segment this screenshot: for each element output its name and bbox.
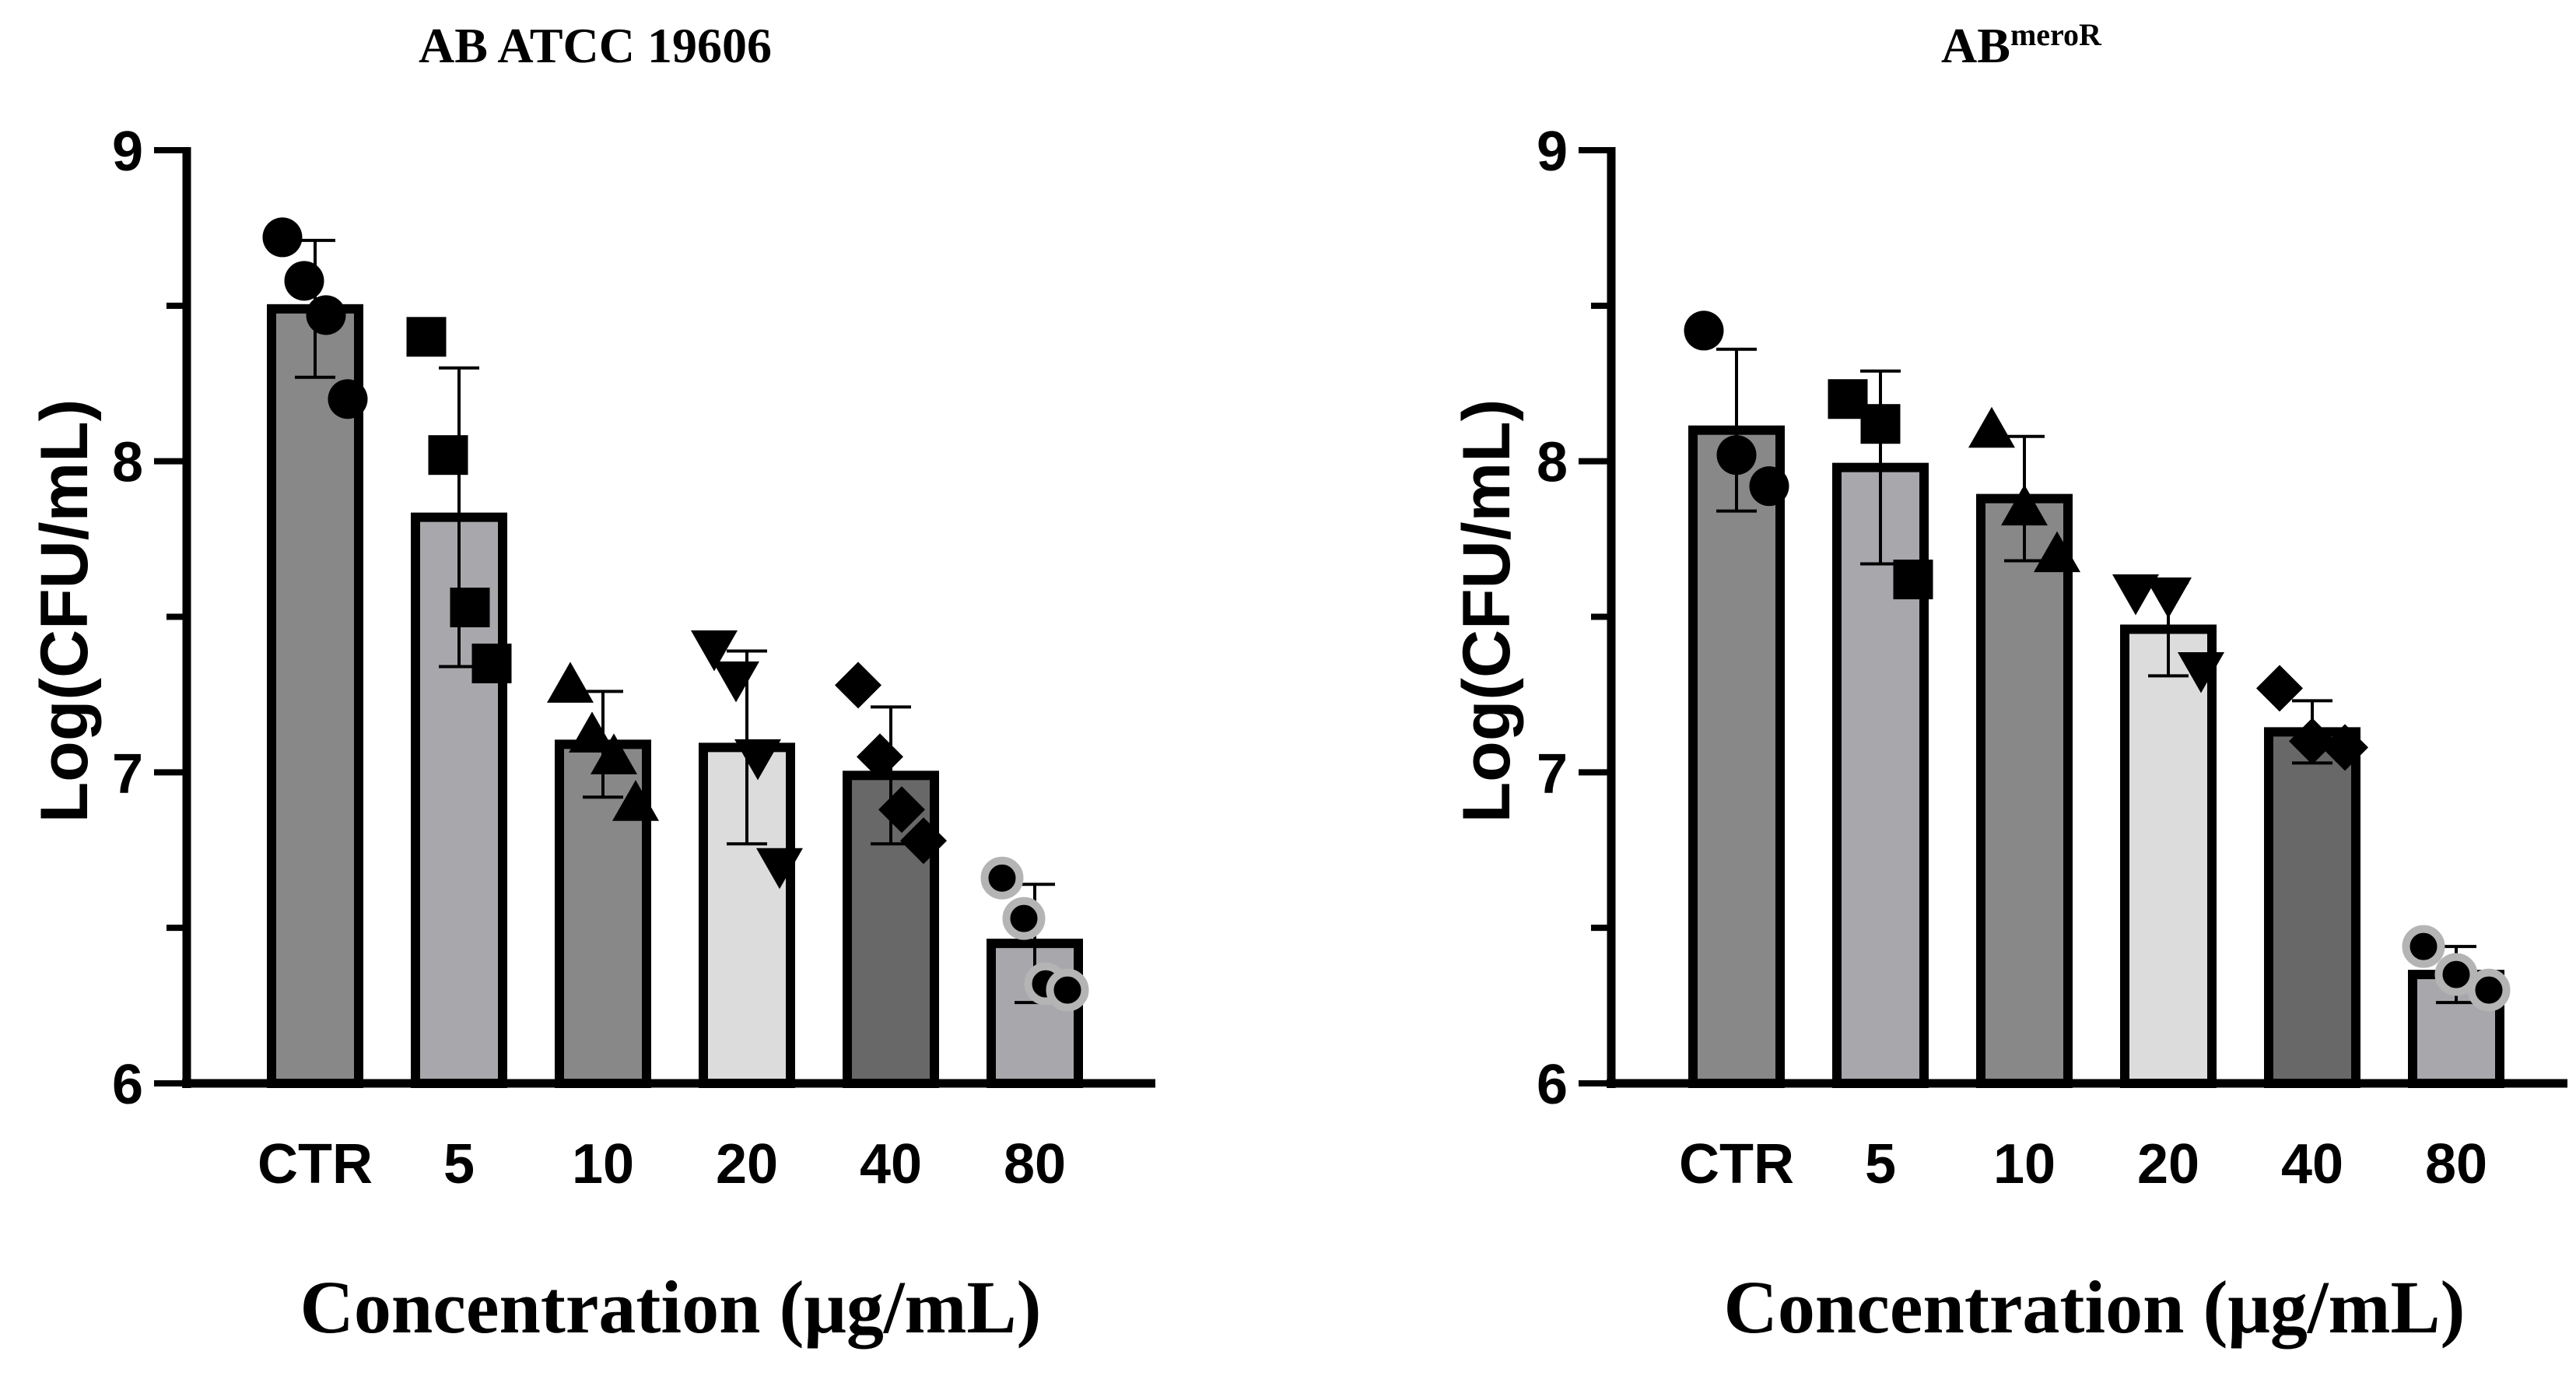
panel-left-point-5-4	[471, 643, 512, 683]
panel-right-x-tick-10: 10	[1993, 1133, 2056, 1195]
panel-left-point-20-3	[734, 739, 781, 781]
panel-left-point-80-4	[1046, 968, 1089, 1012]
panel-right-bar-10	[1976, 493, 2073, 1088]
panel-right-y-tick-6: 6	[1537, 1054, 1568, 1116]
panel-left-y-tick-8: 8	[112, 432, 143, 494]
panel-left-y-tick-6: 6	[112, 1054, 143, 1116]
panel-left-point-80-1	[980, 856, 1024, 900]
panel-right-point-40-2	[2289, 718, 2336, 765]
panel-right-y-tick-9: 9	[1537, 121, 1568, 183]
panel-left-point-40-3	[878, 786, 925, 834]
panel-right-point-10-2	[2001, 484, 2048, 526]
panel-right-point-10-3	[2034, 531, 2080, 573]
panel-left-point-10-2	[569, 711, 615, 753]
panel-right-point-80-3	[2467, 968, 2511, 1012]
panel-left-x-tick-80: 80	[1004, 1133, 1066, 1195]
panel-right-bar-CTR	[1688, 425, 1785, 1088]
panel-left-x-tick-40: 40	[860, 1133, 922, 1195]
panel-left-point-20-1	[691, 630, 738, 672]
panel-right-point-40-1	[2256, 665, 2303, 712]
panel-right-point-5-2	[1860, 404, 1901, 444]
panel-right-point-CTR-2	[1716, 435, 1757, 476]
panel-right-title-main: AB	[1941, 18, 2010, 73]
panel-left-y-tick-7: 7	[112, 742, 143, 805]
panel-left-point-20-2	[713, 661, 759, 703]
panel-right-point-10-1	[1968, 406, 2015, 448]
panel-left-point-10-4	[612, 780, 659, 821]
panel-left-point-40-2	[857, 733, 903, 781]
panel-left-point-10-1	[547, 662, 594, 703]
panel-left-x-tick-10: 10	[572, 1133, 634, 1195]
panel-left-point-40-1	[835, 662, 881, 709]
panel-left-point-5-1	[406, 317, 447, 357]
panel-right-plot: CTR 5 10 20 40 80 6 7 8 9	[1537, 121, 2567, 1195]
panel-left-point-20-4	[756, 848, 803, 890]
panel-left-y-tick-9: 9	[112, 121, 143, 183]
panel-right-point-CTR-3	[1749, 466, 1789, 507]
panel-left-y-axis-label: Log(CFU/mL)	[27, 399, 102, 823]
panel-right-y-tick-7: 7	[1537, 742, 1568, 805]
panel-left-point-40-4	[900, 817, 947, 865]
panel-right-point-CTR-1	[1684, 311, 1724, 351]
panel-right-x-tick-40: 40	[2281, 1133, 2343, 1195]
panel-left-point-10-3	[591, 733, 637, 774]
panel-left-point-CTR-3	[306, 295, 346, 335]
panel-right-point-20-2	[2145, 577, 2192, 619]
panel-left-point-5-2	[428, 435, 468, 476]
panel-right-point-20-1	[2112, 574, 2159, 616]
panel-right-x-tick-CTR: CTR	[1679, 1133, 1794, 1195]
panel-right-title-sup: meroR	[2010, 17, 2102, 52]
panel-right-bar-20	[2120, 624, 2217, 1088]
panel-right: ABmeroR CTR 5 10 20 40 80 6 7 8 9 Log(CFU/mL) Con…	[1449, 17, 2567, 1349]
panel-right-point-20-3	[2178, 651, 2224, 693]
panel-right-title: ABmeroR	[1941, 17, 2102, 74]
panel-right-x-tick-80: 80	[2425, 1133, 2487, 1195]
panel-left-x-axis-label: Concentration (μg/mL)	[300, 1265, 1042, 1349]
panel-right-x-tick-20: 20	[2137, 1133, 2199, 1195]
panel-right-y-tick-8: 8	[1537, 432, 1568, 494]
panel-right-x-axis-label: Concentration (μg/mL)	[1724, 1265, 2466, 1349]
panel-right-x-tick-5: 5	[1865, 1133, 1896, 1195]
panel-left-x-tick-20: 20	[716, 1133, 778, 1195]
panel-left-point-CTR-2	[284, 261, 324, 301]
panel-right-bar-40	[2264, 727, 2360, 1088]
panel-left-point-CTR-4	[328, 379, 368, 419]
panel-left-title: AB ATCC 19606	[419, 18, 772, 73]
panel-left-point-CTR-1	[262, 217, 303, 258]
panel-left-plot: CTR 5 10 20 40 80 6 7 8 9	[112, 121, 1155, 1195]
panel-left-x-tick-CTR: CTR	[258, 1133, 373, 1195]
panel-right-point-40-3	[2322, 724, 2368, 771]
panel-left: AB ATCC 19606 CTR 5 10 20 40 80 6 7 8 9 Log(CFU/m…	[27, 18, 1155, 1349]
panel-left-x-tick-5: 5	[443, 1133, 475, 1195]
panel-right-point-80-2	[2434, 953, 2478, 996]
panel-left-point-80-2	[1002, 897, 1046, 940]
panel-right-point-5-3	[1893, 560, 1933, 600]
panel-right-y-axis-label: Log(CFU/mL)	[1449, 399, 1524, 823]
panel-right-point-80-1	[2402, 925, 2445, 968]
panel-left-title-main: AB ATCC 19606	[419, 18, 772, 73]
panel-left-bar-CTR	[267, 304, 363, 1088]
panel-left-point-5-3	[450, 588, 490, 628]
panel-right-error-bar-CTR	[1716, 347, 1757, 513]
